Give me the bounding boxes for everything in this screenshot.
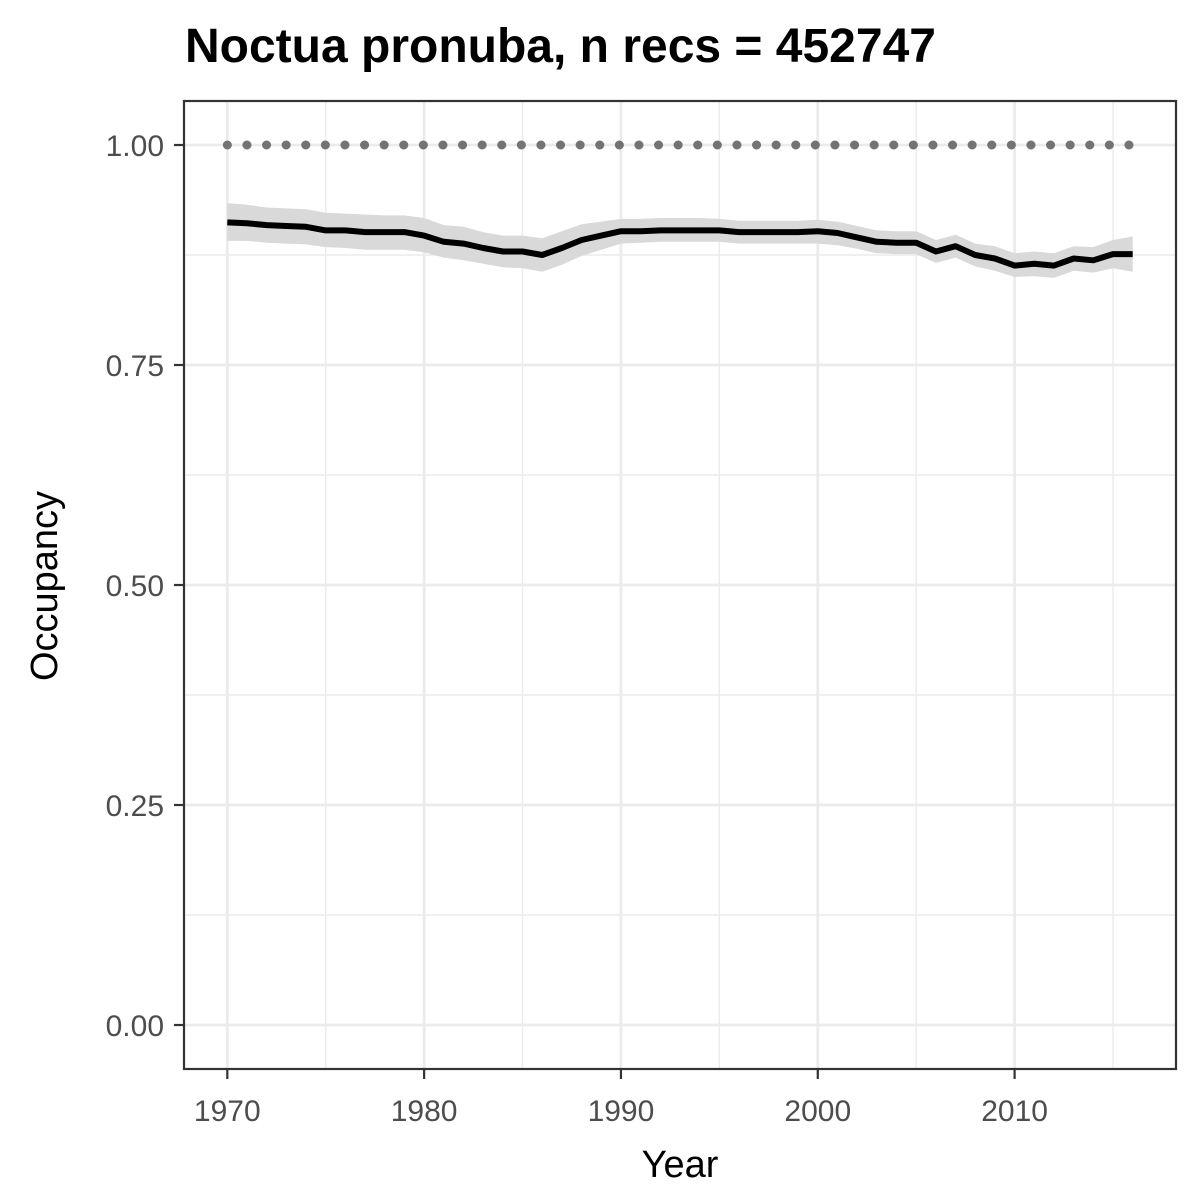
confidence-ribbon xyxy=(227,203,1133,278)
y-tick-label: 0.75 xyxy=(106,350,164,383)
y-tick-label: 0.50 xyxy=(106,570,164,603)
chart-title: Noctua pronuba, n recs = 452747 xyxy=(185,20,936,73)
x-tick-label: 2010 xyxy=(981,1095,1048,1128)
y-tick-label: 1.00 xyxy=(106,130,164,163)
x-axis: 1970 1980 1990 2000 2010 xyxy=(194,1069,1048,1128)
y-axis-title: Occupancy xyxy=(24,491,66,681)
occupancy-trend-line xyxy=(227,219,1133,269)
x-axis-title: Year xyxy=(642,1144,719,1186)
y-tick-label: 0.00 xyxy=(106,1010,164,1043)
x-tick-label: 1970 xyxy=(194,1095,261,1128)
y-axis: 0.00 0.25 0.50 0.75 1.00 xyxy=(106,130,184,1043)
x-tick-label: 1980 xyxy=(391,1095,458,1128)
x-tick-label: 2000 xyxy=(784,1095,851,1128)
x-tick-label: 1990 xyxy=(588,1095,655,1128)
y-tick-label: 0.25 xyxy=(106,790,164,823)
